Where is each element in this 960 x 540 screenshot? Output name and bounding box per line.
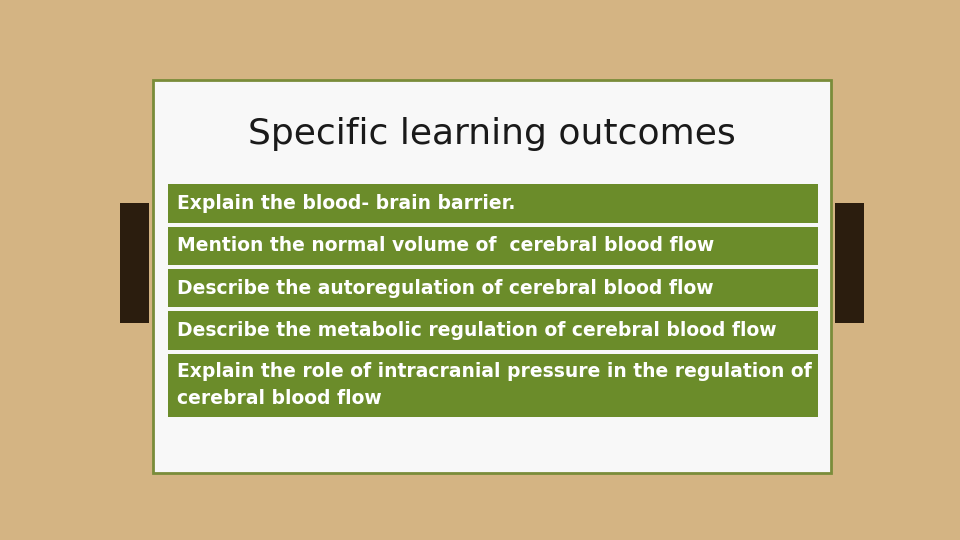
- Bar: [168, 354, 818, 417]
- Text: Mention the normal volume of  cerebral blood flow: Mention the normal volume of cerebral bl…: [178, 237, 714, 255]
- Bar: [168, 269, 818, 307]
- Bar: [120, 204, 150, 323]
- Text: Describe the metabolic regulation of cerebral blood flow: Describe the metabolic regulation of cer…: [178, 321, 777, 340]
- Bar: [168, 184, 818, 222]
- Bar: [168, 226, 818, 265]
- Text: Explain the blood- brain barrier.: Explain the blood- brain barrier.: [178, 194, 516, 213]
- Text: Specific learning outcomes: Specific learning outcomes: [248, 117, 736, 151]
- Text: Describe the autoregulation of cerebral blood flow: Describe the autoregulation of cerebral …: [178, 279, 714, 298]
- Bar: [834, 204, 864, 323]
- Bar: [168, 311, 818, 350]
- Text: Explain the role of intracranial pressure in the regulation of
cerebral blood fl: Explain the role of intracranial pressur…: [178, 362, 812, 408]
